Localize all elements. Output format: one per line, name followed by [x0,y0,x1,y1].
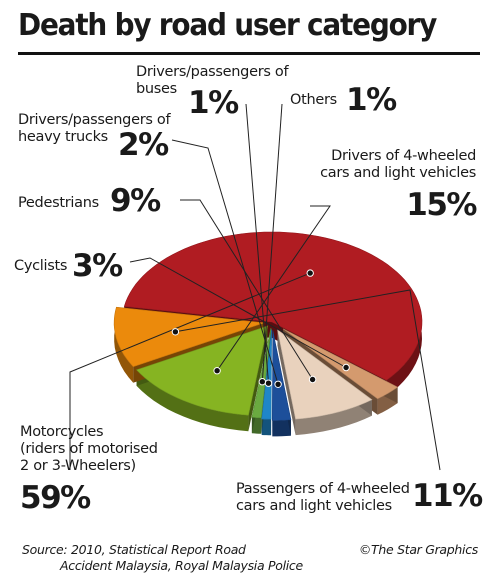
leader-others [261,103,283,382]
leader-car-passengers [175,289,441,471]
leader-cyclists [129,257,347,368]
slice-side-heavy-trucks [272,419,291,437]
pie-slices [113,231,423,437]
leader-motorcycles [69,272,311,470]
value-buses: 1% [188,85,239,121]
value-motorcycles: 59% [20,480,91,516]
value-car-passengers: 11% [412,478,483,514]
leader-lines [69,103,441,471]
slice-side-pedestrians [295,399,372,436]
leader-dot-heavy-trucks [274,380,282,388]
label-heavy-trucks: Drivers/passengers of heavy trucks [18,112,171,146]
leader-dot-others [258,378,266,386]
leader-car-drivers [216,205,331,371]
label-others: Others [290,92,337,108]
value-car-drivers: 15% [406,187,477,223]
slice-buses [261,329,272,420]
label-pedestrians: Pedestrians [18,195,99,211]
source-line: Accident Malaysia, Royal Malaysia Police [60,558,303,573]
slice-car-drivers [136,325,268,416]
label-line: Passengers of 4-wheeled [236,481,410,497]
chart-title: Death by road user category [18,8,437,43]
label-line: buses [136,81,177,97]
label-line: 2 or 3-Wheelers) [20,458,136,474]
slice-side-buses [261,419,272,436]
label-motorcycles: Motorcycles (riders of motorised 2 or 3-… [20,424,158,475]
label-car-passengers: Passengers of 4-wheeled cars and light v… [236,481,410,515]
slice-edge-car-drivers-0 [248,325,268,432]
leader-dot-car-passengers [171,328,180,336]
slice-pedestrians [277,328,373,420]
leader-pedestrians [180,199,314,380]
graphics-credit: ©The Star Graphics [358,542,478,557]
slice-edge-pedestrians-1 [277,329,296,436]
label-car-drivers: Drivers of 4-wheeled cars and light vehi… [320,148,476,182]
leader-heavy-trucks [171,139,279,385]
leader-dot-pedestrians [308,375,317,384]
label-line: (riders of motorised [20,441,158,457]
slice-car-passengers [113,306,265,368]
label-line: Drivers/passengers of [18,112,171,128]
source-line: Source: 2010, Statistical Report Road [22,542,246,557]
leader-buses [245,103,269,384]
label-line: heavy trucks [18,129,108,145]
leader-dot-cyclists [342,363,350,372]
label-line: cars and light vehicles [236,498,392,514]
label-line: Drivers of 4-wheeled [331,148,476,164]
label-line: Drivers/passengers of [136,64,289,80]
source-note: Source: 2010, Statistical Report Road Ac… [22,542,303,574]
label-line: Motorcycles [20,424,104,440]
label-line: cars and light vehicles [320,165,476,181]
leader-dot-buses [264,379,273,387]
slice-side-motorcycles [124,232,423,397]
value-heavy-trucks: 2% [118,127,169,163]
value-pedestrians: 9% [110,183,161,219]
leader-dot-motorcycles [306,269,314,277]
slice-motorcycles [123,231,423,381]
slice-side-car-drivers [136,369,249,432]
slice-side-car-passengers [114,307,134,383]
slice-heavy-trucks [271,330,292,421]
leader-dot-car-drivers [213,367,221,375]
value-cyclists: 3% [72,248,123,284]
title-underline [18,52,480,55]
value-others: 1% [346,82,397,118]
label-buses: Drivers/passengers of buses [136,64,289,98]
label-cyclists: Cyclists [14,258,68,274]
